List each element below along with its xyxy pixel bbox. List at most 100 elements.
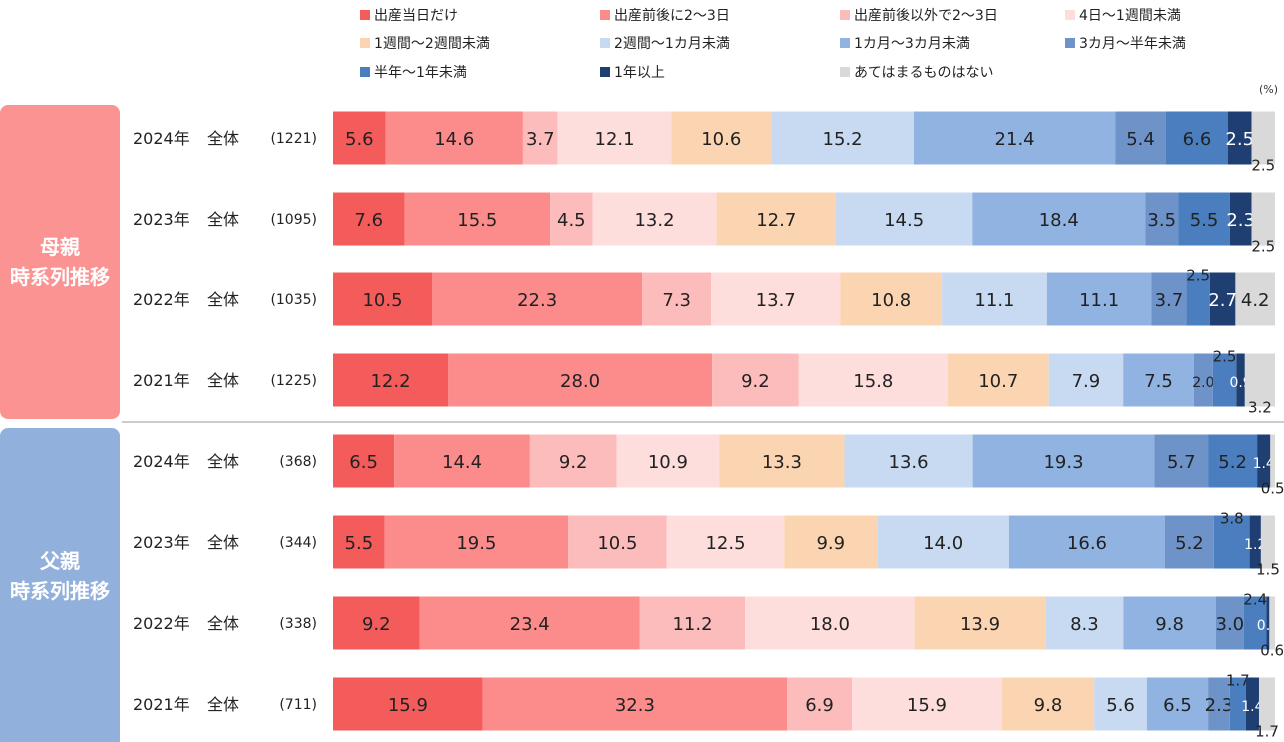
bar-value-label: 6.9 <box>805 695 834 716</box>
bar-value-label: 12.2 <box>370 371 410 392</box>
bar-segment <box>784 515 878 569</box>
bar-value-label: 9.9 <box>816 533 845 554</box>
bar-value-label: 16.6 <box>1067 533 1107 554</box>
bar-value-label: 13.7 <box>756 290 796 311</box>
bar-segment <box>333 192 405 246</box>
bar-value-label: 13.9 <box>960 614 1000 635</box>
bar-value-label: 11.1 <box>974 290 1014 311</box>
bar-segment <box>448 353 713 407</box>
bar-value-label: 3.8 <box>1220 510 1244 528</box>
bar-segment <box>1258 677 1275 731</box>
bar-segment <box>1001 677 1095 731</box>
bar-value-label: 18.0 <box>810 614 850 635</box>
bar-segment <box>840 272 943 326</box>
bar-value-label: 1.5 <box>1256 561 1280 579</box>
row-n: (1035) <box>270 292 317 308</box>
bar-value-label: 0.6 <box>1260 642 1284 660</box>
bar-value-label: 32.3 <box>615 695 655 716</box>
bar-segment <box>529 434 617 488</box>
bar-segment <box>1227 111 1252 165</box>
bar-segment <box>1008 515 1166 569</box>
legend-item: 半年～1年未満 <box>360 65 467 81</box>
group-label: 父親 <box>39 549 80 573</box>
bar-segment <box>1186 272 1210 326</box>
bar-segment <box>1208 434 1258 488</box>
bar-value-label: 15.9 <box>907 695 947 716</box>
legend-label: 出産前後以外で2～3日 <box>854 7 998 24</box>
bar-row: 5.6 14.6 3.7 12.1 10.6 15.2 21.4 5.4 6.6 2.5 2.5 <box>333 111 1275 175</box>
legend-label: 2週間～1カ月未満 <box>614 36 730 52</box>
bar-segment <box>557 111 672 165</box>
bar-value-label: 14.5 <box>884 210 924 231</box>
bar-segment <box>835 192 973 246</box>
bar-segment <box>1270 434 1275 488</box>
bar-segment <box>1236 353 1245 407</box>
bar-value-label: 2.3 <box>1226 210 1255 231</box>
row-segment: 全体 <box>207 533 239 552</box>
bar-segment <box>1229 677 1246 731</box>
bar-value-label: 28.0 <box>560 371 600 392</box>
legend-swatch <box>1065 38 1075 48</box>
bar-value-label: 5.2 <box>1218 452 1247 473</box>
legend-swatch <box>840 67 850 77</box>
row-segment: 全体 <box>207 129 239 148</box>
bar-segment <box>1045 596 1124 650</box>
legend-swatch <box>600 67 610 77</box>
bar-segment <box>947 353 1049 407</box>
legend: 出産当日だけ 出産前後に2～3日 出産前後以外で2～3日 4日～1週間未満 1週間～2週… <box>360 7 1186 81</box>
bar-value-label: 13.3 <box>762 452 802 473</box>
bar-value-label: 4.2 <box>1241 290 1270 311</box>
bar-segment <box>1115 111 1166 165</box>
bar-segment <box>1245 677 1259 731</box>
bar-value-label: 3.7 <box>1155 290 1184 311</box>
bar-segment <box>877 515 1009 569</box>
legend-label: 1週間～2週間未満 <box>374 36 490 52</box>
bar-value-label: 19.5 <box>456 533 496 554</box>
bar-segment <box>1249 515 1261 569</box>
bar-segment <box>1145 192 1179 246</box>
bar-segment <box>616 434 720 488</box>
legend-item: 出産当日だけ <box>360 8 458 24</box>
bar-value-label: 9.8 <box>1155 614 1184 635</box>
bar-segment <box>914 596 1046 650</box>
bar-segment <box>1048 353 1124 407</box>
bar-value-label: 15.8 <box>853 371 893 392</box>
legend-label: 1カ月～3カ月未満 <box>854 36 970 52</box>
bar-segment <box>333 353 449 407</box>
bar-segment <box>333 434 395 488</box>
bar-value-label: 2.5 <box>1186 267 1210 285</box>
row-label: 2021年 全体 (1225) <box>133 371 317 390</box>
bar-value-label: 12.5 <box>705 533 745 554</box>
legend-label: 1年以上 <box>614 65 665 81</box>
group-panel-bg <box>0 428 120 742</box>
bar-value-label: 1.4 <box>1253 456 1275 472</box>
bar-value-label: 7.6 <box>354 210 383 231</box>
row-label: 2022年 全体 (338) <box>133 614 317 633</box>
bar-value-label: 3.2 <box>1248 399 1272 417</box>
row-segment: 全体 <box>207 371 239 390</box>
bar-segment <box>568 515 667 569</box>
bar-segment <box>333 111 386 165</box>
bar-segment <box>913 111 1116 165</box>
bar-segment <box>711 272 841 326</box>
bar-value-label: 5.4 <box>1126 129 1155 150</box>
bar-segment <box>1269 596 1275 650</box>
legend-swatch <box>360 67 370 77</box>
bar-value-label: 13.6 <box>889 452 929 473</box>
bar-segment <box>384 515 569 569</box>
bar-segment <box>716 192 836 246</box>
bar-segment <box>1266 596 1270 650</box>
row-n: (1221) <box>270 131 317 147</box>
bar-segment <box>482 677 788 731</box>
bar-segment <box>419 596 640 650</box>
row-year: 2023年 <box>133 533 190 552</box>
bar-segment <box>394 434 530 488</box>
row-year: 2021年 <box>133 371 190 390</box>
bar-value-label: 10.8 <box>871 290 911 311</box>
row-segment: 全体 <box>207 452 239 471</box>
bar-value-label: 10.5 <box>597 533 637 554</box>
bar-segment <box>432 272 643 326</box>
legend-item: 1年以上 <box>600 65 665 81</box>
bar-value-label: 5.2 <box>1175 533 1204 554</box>
